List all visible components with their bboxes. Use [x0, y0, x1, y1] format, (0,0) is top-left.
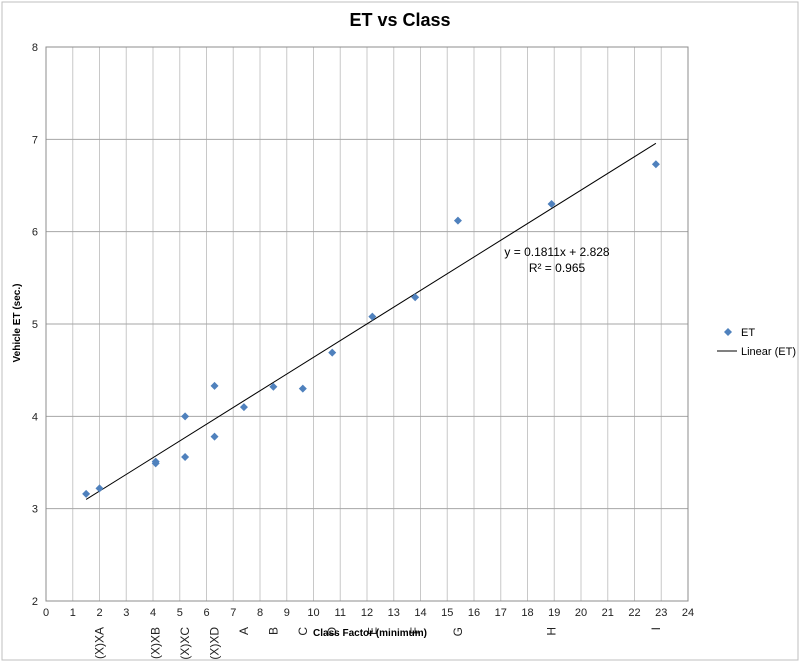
- x-tick-label: 22: [628, 607, 640, 619]
- x-tick-label: 21: [602, 607, 614, 619]
- data-point: [651, 160, 660, 169]
- category-label: (X)XB: [149, 627, 163, 659]
- x-tick-labels: 0 1 2 3 4 5 6 7 8 9 10 11 12 13 14 15 16 17 18 19 20 21 22 23 24: [43, 607, 694, 619]
- trendline-line: [85, 142, 657, 500]
- data-point: [95, 484, 104, 493]
- data-point: [411, 293, 420, 302]
- y-tick-label: 7: [32, 134, 38, 146]
- y-tick-label: 5: [32, 319, 38, 331]
- data-point: [239, 403, 248, 412]
- data-point: [82, 489, 91, 498]
- data-point: [210, 381, 219, 390]
- category-label: F: [408, 627, 422, 634]
- x-tick-label: 16: [468, 607, 480, 619]
- legend-label-et: ET: [741, 327, 755, 339]
- data-point: [181, 452, 190, 461]
- x-tick-label: 14: [414, 607, 426, 619]
- x-tick-label: 11: [335, 607, 346, 619]
- plot-area: [45, 46, 689, 602]
- trendline-r-squared: R² = 0.965: [529, 261, 586, 275]
- category-label: A: [237, 627, 251, 635]
- y-tick-label: 8: [32, 42, 38, 54]
- x-tick-label: 3: [123, 607, 129, 619]
- x-tick-label: 8: [257, 607, 263, 619]
- trendline-equation: y = 0.1811x + 2.828: [504, 245, 610, 259]
- data-point: [181, 412, 190, 421]
- data-point: [151, 457, 160, 466]
- legend-marker-et: [724, 328, 732, 336]
- data-point: [453, 216, 462, 225]
- x-tick-label: 10: [307, 607, 319, 619]
- x-tick-label: 19: [548, 607, 560, 619]
- legend-label-trend: Linear (ET): [741, 346, 796, 358]
- category-label: (X)XC: [178, 627, 192, 660]
- category-label: D: [325, 627, 339, 636]
- category-label: B: [266, 627, 280, 635]
- category-label: (X)XA: [93, 627, 107, 659]
- x-tick-label: 1: [70, 607, 76, 619]
- x-tick-label: 13: [388, 607, 400, 619]
- plot-frame: [45, 46, 689, 602]
- y-tick-label: 3: [32, 504, 38, 516]
- data-point: [298, 384, 307, 393]
- x-tick-label: 4: [150, 607, 156, 619]
- category-labels: (X)XA (X)XB (X)XC (X)XD A B C D E F G H I: [93, 627, 663, 660]
- category-label: C: [296, 627, 310, 636]
- chart-title: ET vs Class: [349, 10, 450, 30]
- x-tick-label: 9: [284, 607, 290, 619]
- x-tick-label: 18: [521, 607, 533, 619]
- y-tick-label: 6: [32, 227, 38, 239]
- category-label: (X)XD: [208, 627, 222, 660]
- x-tick-label: 20: [575, 607, 587, 619]
- x-axis-title: Class Factor (minimum): [313, 628, 427, 639]
- category-label: G: [451, 627, 465, 636]
- y-tick-label: 2: [32, 596, 38, 608]
- x-tick-label: 12: [361, 607, 373, 619]
- category-label: E: [365, 627, 379, 635]
- x-tick-label: 6: [203, 607, 209, 619]
- y-tick-label: 4: [32, 411, 38, 423]
- x-tick-label: 15: [441, 607, 453, 619]
- x-tick-label: 5: [177, 607, 183, 619]
- y-tick-labels: 2 3 4 5 6 7 8: [32, 42, 38, 608]
- x-tick-label: 7: [230, 607, 236, 619]
- data-point: [368, 312, 377, 321]
- x-tick-label: 23: [655, 607, 667, 619]
- y-axis-title: Vehicle ET (sec.): [12, 284, 23, 363]
- trendline: [85, 142, 657, 500]
- data-point: [269, 382, 278, 391]
- data-point: [328, 348, 337, 357]
- data-point: [547, 199, 556, 208]
- x-tick-label: 17: [495, 607, 507, 619]
- data-points: [82, 160, 660, 498]
- category-label: I: [649, 627, 663, 630]
- category-label: H: [545, 627, 559, 636]
- x-tick-label: 2: [96, 607, 102, 619]
- data-point: [210, 432, 219, 441]
- legend: ET Linear (ET): [717, 327, 796, 358]
- x-tick-label: 24: [682, 607, 694, 619]
- x-tick-label: 0: [43, 607, 49, 619]
